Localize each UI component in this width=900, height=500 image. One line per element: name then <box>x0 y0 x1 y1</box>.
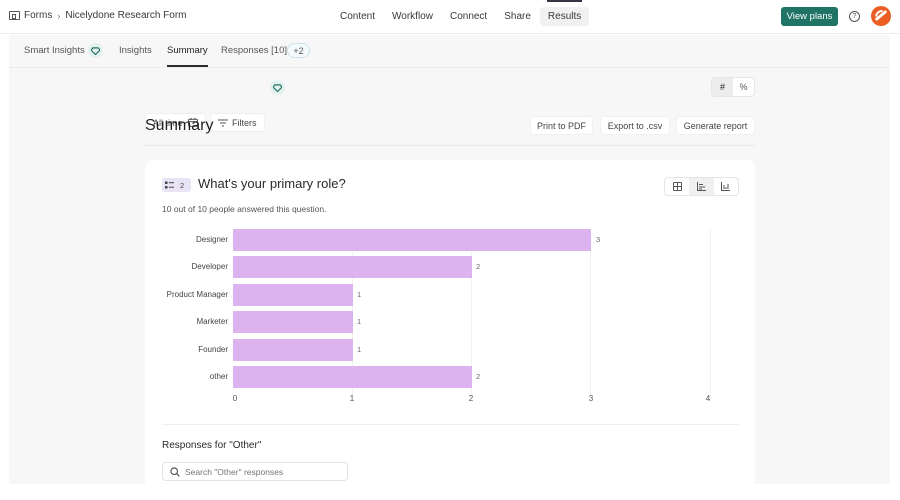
bar-value: 3 <box>596 235 601 244</box>
y-label: Founder <box>198 345 228 354</box>
question-answer-count: 10 out of 10 people answered this questi… <box>162 204 327 214</box>
question-title: What's your primary role? <box>198 176 346 191</box>
more-tabs-badge[interactable]: +2 <box>287 43 310 58</box>
x-tick: 0 <box>232 394 238 403</box>
calendar-icon <box>187 118 198 127</box>
generate-report-button[interactable]: Generate report <box>676 116 755 135</box>
export-csv-button[interactable]: Export to .csv <box>600 116 670 135</box>
help-icon[interactable]: ? <box>849 11 860 22</box>
bar-product-manager[interactable] <box>233 284 353 306</box>
grid-icon <box>672 182 682 191</box>
x-tick: 1 <box>349 394 355 403</box>
chevron-right-icon: › <box>57 10 61 21</box>
y-label: Developer <box>191 262 228 271</box>
question-number: 2 <box>180 180 185 190</box>
count-percent-toggle: # % <box>711 77 755 97</box>
gridline <box>590 229 591 397</box>
x-tick: 4 <box>705 394 711 403</box>
bar-designer[interactable] <box>233 229 591 251</box>
tab-insights[interactable]: Insights <box>119 45 152 56</box>
bar-value: 2 <box>476 262 481 271</box>
y-label: Marketer <box>196 317 228 326</box>
table-view-button[interactable] <box>665 178 689 195</box>
x-tick: 3 <box>588 394 594 403</box>
count-toggle[interactable]: # <box>712 78 733 96</box>
chart-view-toggle <box>664 177 739 196</box>
results-tabs: Smart Insights Insights Summary Response… <box>9 35 890 68</box>
y-label: other <box>209 372 228 381</box>
smart-filter-gem-icon[interactable] <box>270 80 285 95</box>
bar-value: 1 <box>357 290 362 299</box>
avatar[interactable] <box>871 6 891 26</box>
other-responses-title: Responses for "Other" <box>162 440 262 451</box>
percent-toggle[interactable]: % <box>739 82 748 92</box>
filters-button[interactable]: Filters <box>210 113 265 132</box>
date-filter-button[interactable]: All time <box>145 113 206 132</box>
vertical-bar-chart-icon <box>721 182 731 191</box>
horizontal-bar-view-button[interactable] <box>689 178 714 195</box>
filter-icon <box>218 119 228 126</box>
y-label: Product Manager <box>166 290 228 299</box>
nav-workflow[interactable]: Workflow <box>392 11 433 22</box>
date-filter-label: All time <box>153 117 183 128</box>
x-tick: 2 <box>468 394 474 403</box>
nav-connect[interactable]: Connect <box>449 11 488 22</box>
vertical-bar-view-button[interactable] <box>714 178 738 195</box>
question-card: 2 What's your primary role? 10 out of 10… <box>145 160 755 500</box>
y-label: Designer <box>195 235 228 244</box>
horizontal-bar-chart-icon <box>696 182 706 191</box>
breadcrumb: Forms › Nicelydone Research Form <box>9 10 187 21</box>
bar-value: 1 <box>357 345 362 354</box>
bar-developer[interactable] <box>233 256 472 278</box>
bar-marketer[interactable] <box>233 311 353 333</box>
other-responses-search[interactable] <box>162 462 348 481</box>
tab-smart-insights[interactable]: Smart Insights <box>24 45 85 56</box>
divider <box>162 424 739 425</box>
bar-value: 1 <box>357 317 362 326</box>
bar-founder[interactable] <box>233 339 353 361</box>
gridline <box>710 229 711 397</box>
breadcrumb-forms-link[interactable]: Forms <box>24 10 53 21</box>
nav-share[interactable]: Share <box>504 11 531 22</box>
results-panel: Smart Insights Insights Summary Response… <box>9 35 890 500</box>
question-type-badge: 2 <box>162 178 191 192</box>
gridline <box>471 229 472 397</box>
nav-content[interactable]: Content <box>340 11 376 22</box>
breadcrumb-current: Nicelydone Research Form <box>65 10 187 21</box>
bar-other[interactable] <box>233 366 472 388</box>
filters-label: Filters <box>232 117 257 128</box>
divider <box>145 145 755 146</box>
forms-icon <box>9 11 20 20</box>
print-pdf-button[interactable]: Print to PDF <box>530 116 593 135</box>
nav-results[interactable]: Results <box>539 0 590 26</box>
top-nav: Content Workflow Connect Share Results <box>332 0 590 26</box>
search-icon <box>170 466 180 477</box>
view-plans-button[interactable]: View plans <box>781 7 838 26</box>
page-title: Summary <box>145 117 214 134</box>
search-input[interactable] <box>185 466 345 477</box>
top-bar: Forms › Nicelydone Research Form Content… <box>0 0 900 34</box>
multiple-choice-icon <box>165 181 174 189</box>
bar-value: 2 <box>476 372 481 381</box>
gem-icon <box>88 43 103 58</box>
tab-responses[interactable]: Responses [10] <box>221 45 288 56</box>
tab-summary[interactable]: Summary <box>167 45 208 67</box>
